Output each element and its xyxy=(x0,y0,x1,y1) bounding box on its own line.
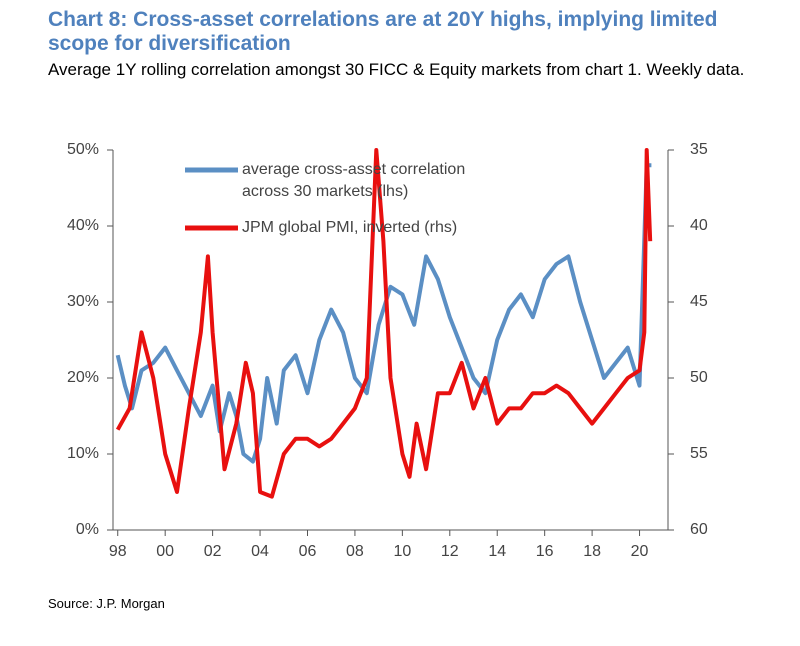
series-line xyxy=(115,148,653,499)
y2-tick-label: 35 xyxy=(690,141,708,158)
y-tick-label: 0% xyxy=(76,521,99,538)
legend-label: average cross-asset correlation across 3… xyxy=(242,161,466,200)
y2-tick-label: 60 xyxy=(690,521,708,538)
chart-subtitle: Average 1Y rolling correlation amongst 3… xyxy=(48,60,745,79)
series-line xyxy=(115,163,652,464)
x-tick-label: 98 xyxy=(109,543,127,560)
y2-tick-label: 50 xyxy=(690,369,708,386)
x-tick-label: 16 xyxy=(536,543,554,560)
x-tick-label: 20 xyxy=(631,543,649,560)
x-tick-label: 10 xyxy=(393,543,411,560)
x-tick-label: 08 xyxy=(346,543,364,560)
x-tick-label: 06 xyxy=(299,543,317,560)
y-tick-label: 40% xyxy=(67,217,99,234)
y-tick-label: 10% xyxy=(67,445,99,462)
x-tick-label: 18 xyxy=(583,543,601,560)
source-note: Source: J.P. Morgan xyxy=(48,596,165,611)
x-tick-label: 00 xyxy=(156,543,174,560)
y2-tick-label: 55 xyxy=(690,445,708,462)
x-tick-label: 12 xyxy=(441,543,459,560)
y-tick-label: 30% xyxy=(67,293,99,310)
legend-label: JPM global PMI, inverted (rhs) xyxy=(242,219,458,236)
y-tick-label: 20% xyxy=(67,369,99,386)
y2-tick-label: 40 xyxy=(690,217,708,234)
chart-title: Chart 8: Cross-asset correlations are at… xyxy=(48,8,718,55)
x-tick-label: 14 xyxy=(488,543,506,560)
x-tick-label: 02 xyxy=(204,543,222,560)
y2-tick-label: 45 xyxy=(690,293,708,310)
x-tick-label: 04 xyxy=(251,543,269,560)
y-tick-label: 50% xyxy=(67,141,99,158)
